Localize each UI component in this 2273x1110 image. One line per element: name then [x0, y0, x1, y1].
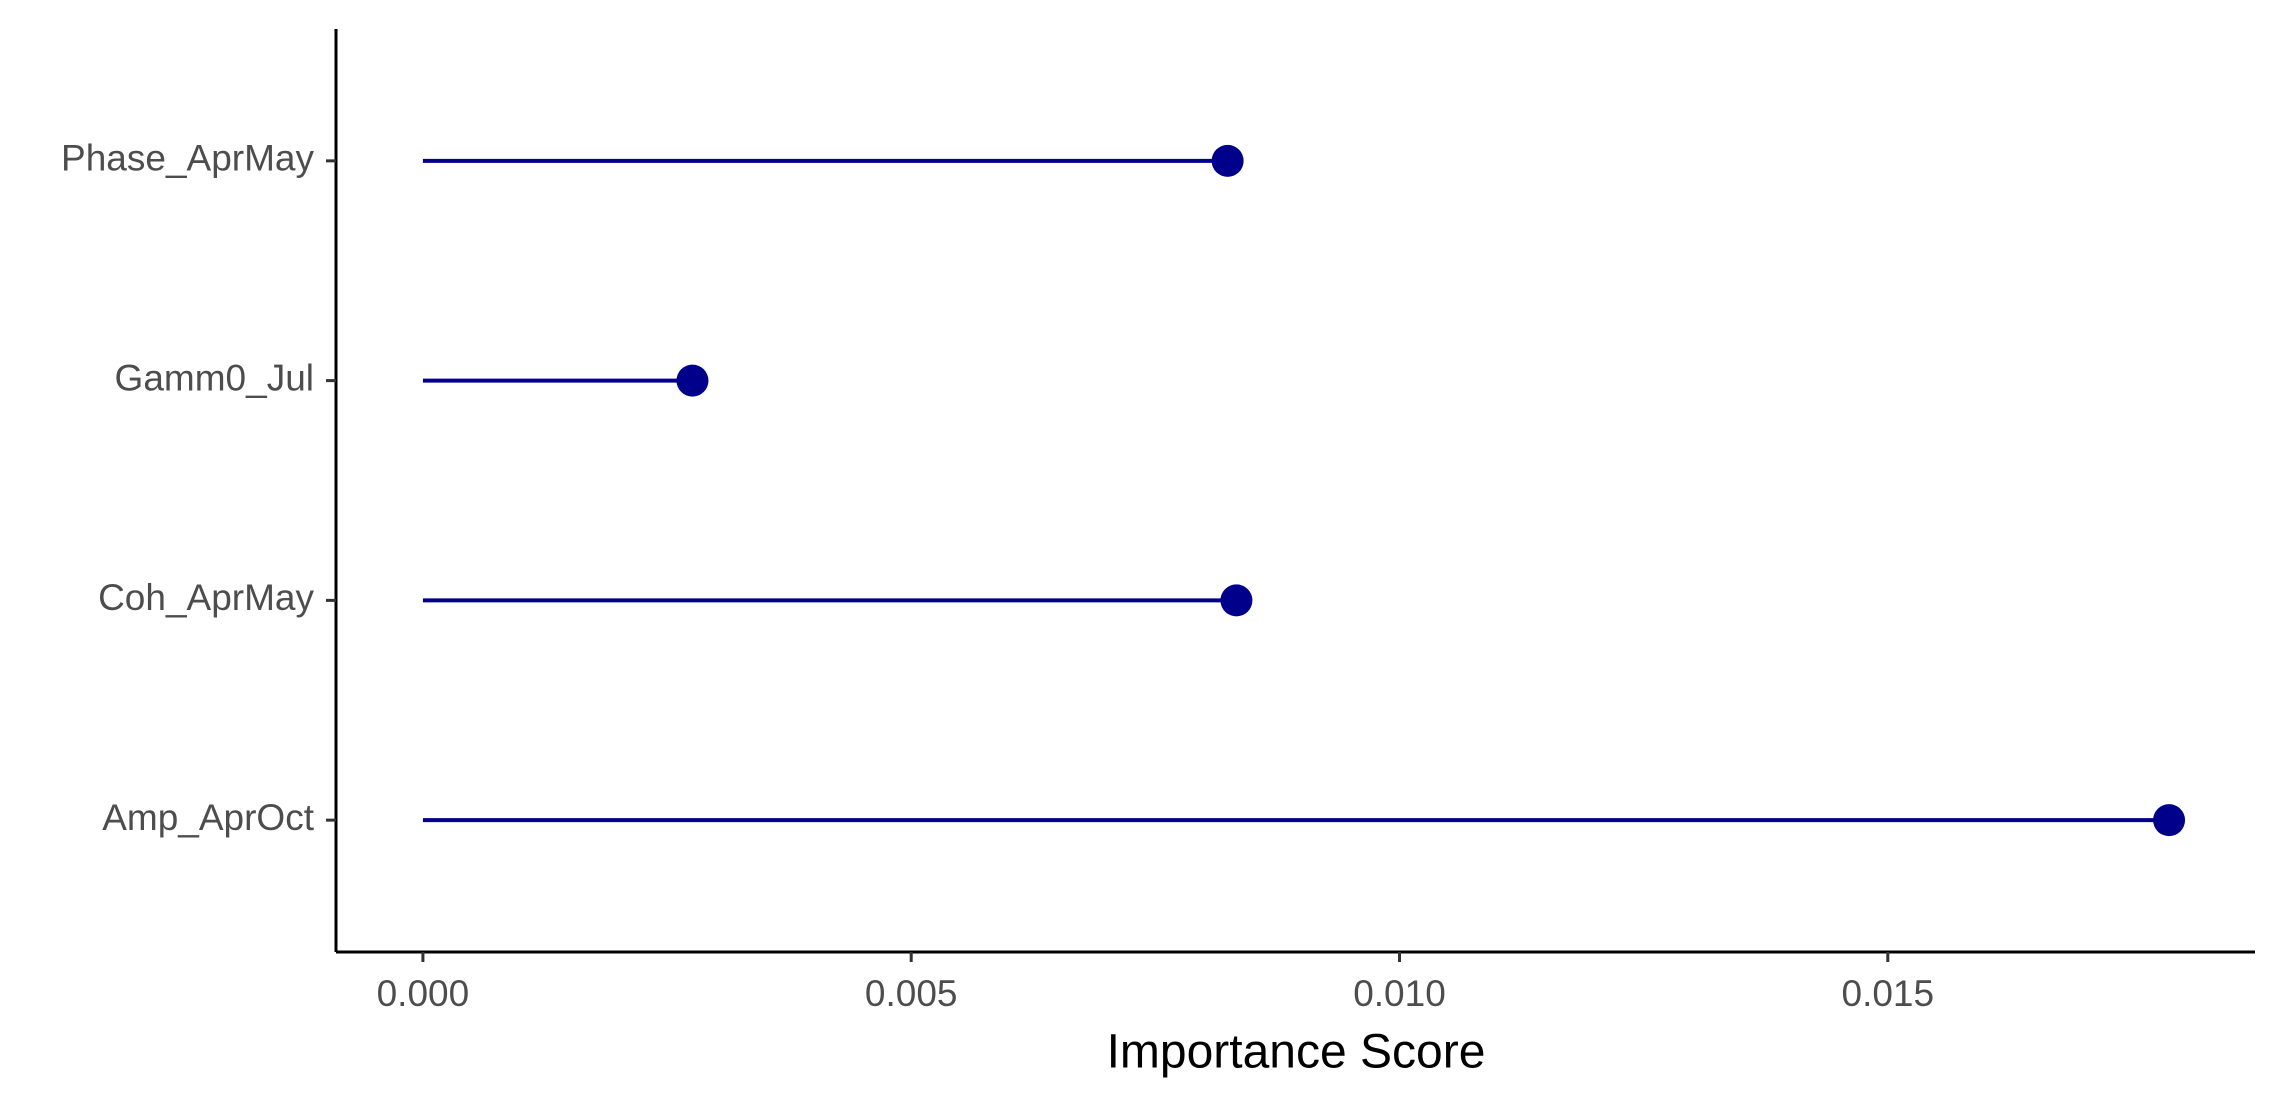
y-tick-label: Amp_AprOct — [102, 797, 315, 838]
x-tick-label: 0.000 — [377, 973, 470, 1014]
lollipop-dot — [676, 364, 709, 397]
y-tick-label: Gamm0_Jul — [115, 357, 314, 398]
lollipop-dot — [1211, 144, 1244, 177]
lollipop-dot — [2153, 804, 2186, 837]
x-tick-label: 0.010 — [1353, 973, 1446, 1014]
y-tick-label: Coh_AprMay — [98, 577, 314, 618]
x-tick-label: 0.005 — [865, 973, 958, 1014]
x-axis-title: Importance Score — [1107, 1026, 1486, 1079]
lollipop-dot — [1220, 584, 1253, 617]
y-tick-label: Phase_AprMay — [61, 138, 314, 179]
x-tick-label: 0.015 — [1842, 973, 1935, 1014]
